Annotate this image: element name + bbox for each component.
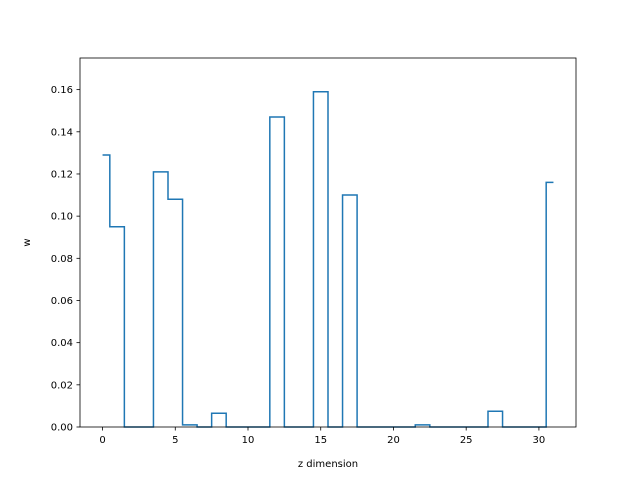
y-tick-label: 0.02 bbox=[51, 380, 73, 391]
y-axis-label: w bbox=[22, 238, 33, 246]
data-point bbox=[217, 411, 221, 415]
data-point bbox=[173, 197, 177, 201]
x-axis-label: z dimension bbox=[298, 459, 358, 470]
data-point bbox=[101, 153, 105, 157]
data-point bbox=[159, 170, 163, 174]
y-tick-label: 0.08 bbox=[51, 254, 73, 265]
x-tick-label: 5 bbox=[172, 435, 178, 446]
x-tick-label: 25 bbox=[460, 435, 473, 446]
plot-frame bbox=[79, 57, 577, 428]
data-point bbox=[551, 180, 555, 184]
data-point bbox=[115, 225, 119, 229]
ticks-layer: 0 5 10 15 20 25 30 0.00 0.02 0.04 0.06 0.08 0.10 0.12… bbox=[51, 85, 546, 446]
y-tick-label: 0.10 bbox=[51, 212, 73, 223]
x-tick-label: 30 bbox=[533, 435, 546, 446]
data-point bbox=[275, 115, 279, 119]
y-tick-label: 0.16 bbox=[51, 85, 73, 96]
y-tick-label: 0.14 bbox=[51, 127, 73, 138]
data-point bbox=[493, 409, 497, 413]
y-tick-label: 0.12 bbox=[51, 169, 73, 180]
x-tick-label: 20 bbox=[387, 435, 400, 446]
data-point bbox=[319, 90, 323, 94]
x-tick-label: 0 bbox=[99, 435, 105, 446]
data-point bbox=[348, 193, 352, 197]
y-tick-label: 0.04 bbox=[51, 338, 73, 349]
y-tick-label: 0.00 bbox=[51, 423, 73, 434]
data-point bbox=[421, 423, 425, 427]
x-tick-label: 10 bbox=[242, 435, 255, 446]
data-point bbox=[188, 423, 192, 427]
x-tick-label: 15 bbox=[314, 435, 327, 446]
y-tick-label: 0.06 bbox=[51, 296, 73, 307]
